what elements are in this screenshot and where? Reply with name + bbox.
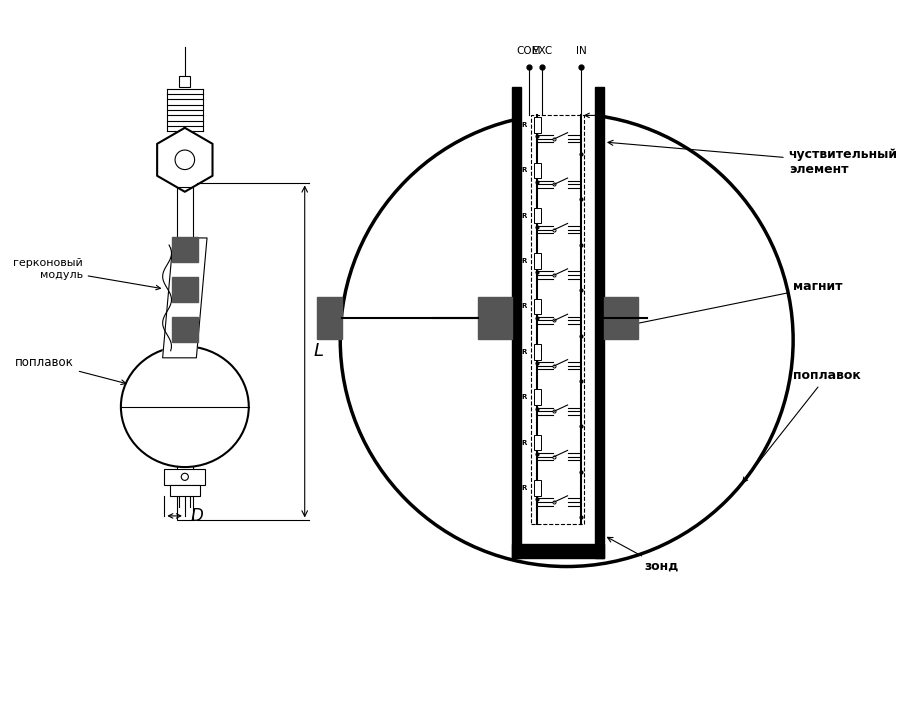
Circle shape [181,473,188,481]
Bar [165,469,205,485]
Bar [511,544,604,558]
Bar [170,485,200,496]
Bar [534,481,541,496]
Text: R: R [522,168,527,173]
Bar [534,163,541,178]
Text: R: R [522,304,527,309]
Bar [534,117,541,133]
Bar [172,237,198,262]
Text: IN: IN [575,46,586,56]
Polygon shape [163,238,207,358]
Bar [534,299,541,314]
Text: чуствительный
элемент: чуствительный элемент [608,140,897,176]
Bar [520,87,595,544]
Bar [595,87,604,558]
Text: COM: COM [517,46,541,56]
Polygon shape [158,128,212,192]
Text: R: R [522,349,527,355]
Text: L: L [313,342,324,361]
Bar [531,116,584,524]
Text: магнит: магнит [625,280,842,327]
Bar [511,87,520,558]
Bar [176,187,193,520]
Bar [534,389,541,405]
Text: R: R [522,212,527,219]
Text: EXC: EXC [532,46,552,56]
Bar [534,344,541,359]
Text: R: R [522,485,527,491]
Ellipse shape [121,347,248,467]
Text: R: R [522,440,527,446]
Circle shape [176,150,194,170]
Bar [604,297,638,339]
Text: R: R [522,122,527,128]
Bar [179,76,190,87]
Bar [317,297,342,339]
Text: поплавок: поплавок [742,369,861,483]
Text: зонд: зонд [608,538,679,573]
Text: поплавок: поплавок [15,356,126,384]
Text: герконовый
модуль: герконовый модуль [13,258,160,289]
Bar [534,208,541,223]
Bar [534,253,541,269]
Bar [478,297,511,339]
Bar [172,317,198,342]
Text: R: R [522,394,527,400]
Text: R: R [522,258,527,264]
Bar [172,277,198,302]
Bar [534,435,541,451]
Text: D: D [190,507,203,525]
